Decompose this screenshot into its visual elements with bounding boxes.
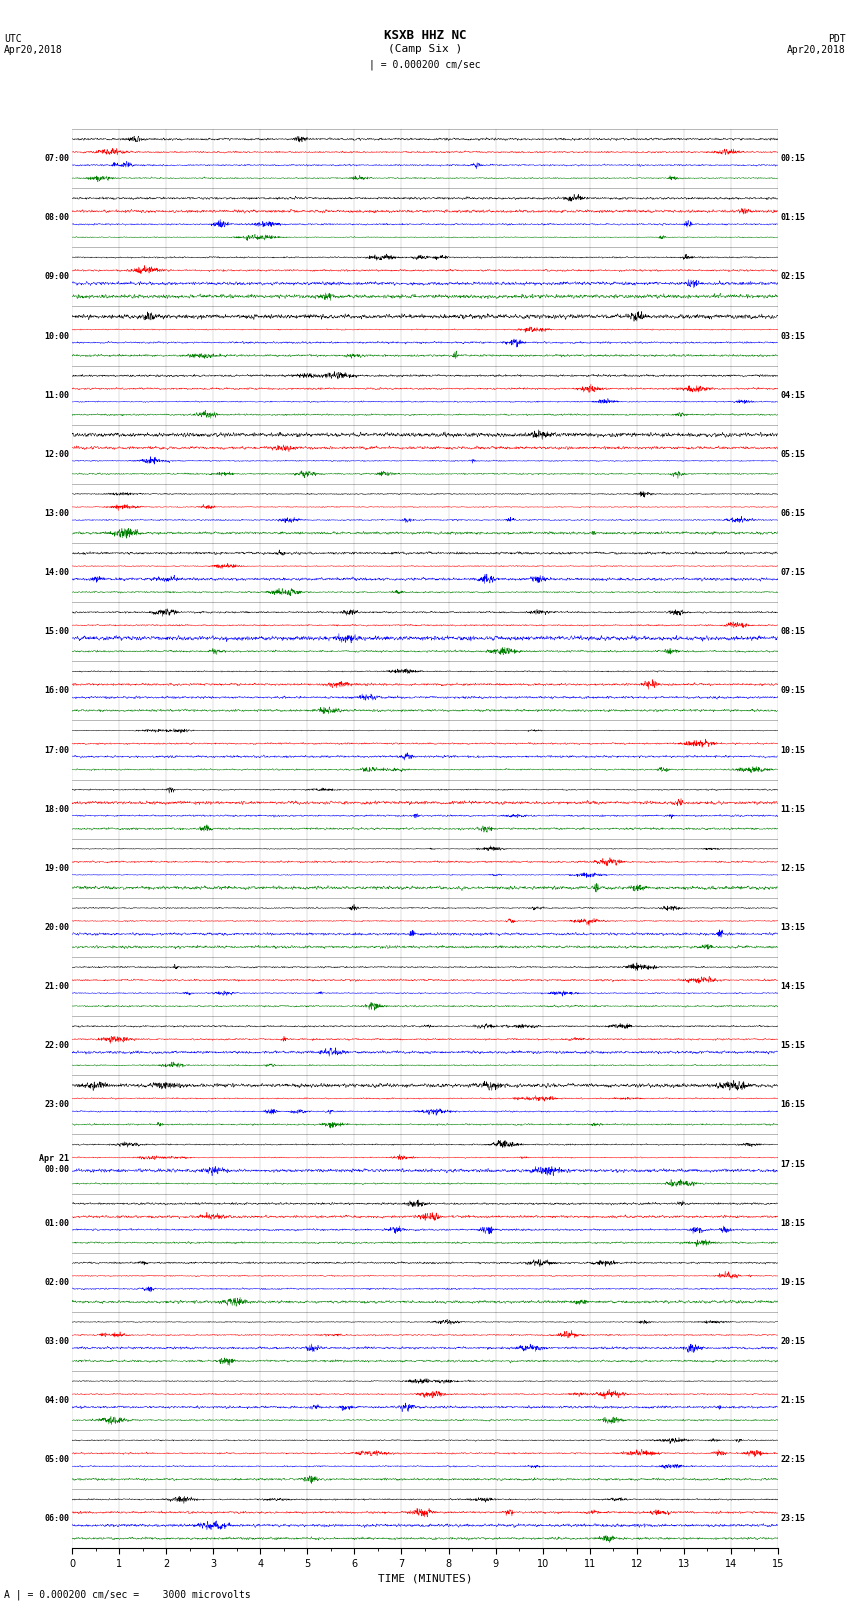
Text: 22:15: 22:15 xyxy=(780,1455,806,1465)
Text: 02:00: 02:00 xyxy=(44,1277,70,1287)
Text: A | = 0.000200 cm/sec =    3000 microvolts: A | = 0.000200 cm/sec = 3000 microvolts xyxy=(4,1589,251,1600)
Text: 12:00: 12:00 xyxy=(44,450,70,458)
Text: 10:15: 10:15 xyxy=(780,745,806,755)
Text: 07:15: 07:15 xyxy=(780,568,806,577)
Text: 21:00: 21:00 xyxy=(44,982,70,990)
Text: 19:00: 19:00 xyxy=(44,865,70,873)
Text: 08:15: 08:15 xyxy=(780,627,806,636)
Text: 18:00: 18:00 xyxy=(44,805,70,813)
Text: 13:15: 13:15 xyxy=(780,923,806,932)
Text: 02:15: 02:15 xyxy=(780,273,806,281)
Text: | = 0.000200 cm/sec: | = 0.000200 cm/sec xyxy=(369,60,481,71)
Text: 00:15: 00:15 xyxy=(780,155,806,163)
Text: 16:00: 16:00 xyxy=(44,687,70,695)
Text: Apr20,2018: Apr20,2018 xyxy=(787,45,846,55)
Text: Apr 21
00:00: Apr 21 00:00 xyxy=(39,1155,70,1174)
Text: 11:00: 11:00 xyxy=(44,390,70,400)
Text: 23:15: 23:15 xyxy=(780,1515,806,1523)
Text: 04:15: 04:15 xyxy=(780,390,806,400)
X-axis label: TIME (MINUTES): TIME (MINUTES) xyxy=(377,1573,473,1582)
Text: 01:00: 01:00 xyxy=(44,1219,70,1227)
Text: 11:15: 11:15 xyxy=(780,805,806,813)
Text: UTC: UTC xyxy=(4,34,22,44)
Text: 20:00: 20:00 xyxy=(44,923,70,932)
Text: 14:00: 14:00 xyxy=(44,568,70,577)
Text: Apr20,2018: Apr20,2018 xyxy=(4,45,63,55)
Text: 22:00: 22:00 xyxy=(44,1042,70,1050)
Text: 09:15: 09:15 xyxy=(780,687,806,695)
Text: 19:15: 19:15 xyxy=(780,1277,806,1287)
Text: 20:15: 20:15 xyxy=(780,1337,806,1345)
Text: 18:15: 18:15 xyxy=(780,1219,806,1227)
Text: 06:15: 06:15 xyxy=(780,510,806,518)
Text: 17:15: 17:15 xyxy=(780,1160,806,1168)
Text: 03:15: 03:15 xyxy=(780,332,806,340)
Text: 15:15: 15:15 xyxy=(780,1042,806,1050)
Text: (Camp Six ): (Camp Six ) xyxy=(388,44,462,53)
Text: 03:00: 03:00 xyxy=(44,1337,70,1345)
Text: 14:15: 14:15 xyxy=(780,982,806,990)
Text: 09:00: 09:00 xyxy=(44,273,70,281)
Text: 06:00: 06:00 xyxy=(44,1515,70,1523)
Text: 15:00: 15:00 xyxy=(44,627,70,636)
Text: 05:00: 05:00 xyxy=(44,1455,70,1465)
Text: 01:15: 01:15 xyxy=(780,213,806,223)
Text: KSXB HHZ NC: KSXB HHZ NC xyxy=(383,29,467,42)
Text: 13:00: 13:00 xyxy=(44,510,70,518)
Text: 04:00: 04:00 xyxy=(44,1397,70,1405)
Text: 10:00: 10:00 xyxy=(44,332,70,340)
Text: 17:00: 17:00 xyxy=(44,745,70,755)
Text: 23:00: 23:00 xyxy=(44,1100,70,1110)
Text: 08:00: 08:00 xyxy=(44,213,70,223)
Text: 21:15: 21:15 xyxy=(780,1397,806,1405)
Text: 07:00: 07:00 xyxy=(44,155,70,163)
Text: PDT: PDT xyxy=(828,34,846,44)
Text: 16:15: 16:15 xyxy=(780,1100,806,1110)
Text: 12:15: 12:15 xyxy=(780,865,806,873)
Text: 05:15: 05:15 xyxy=(780,450,806,458)
